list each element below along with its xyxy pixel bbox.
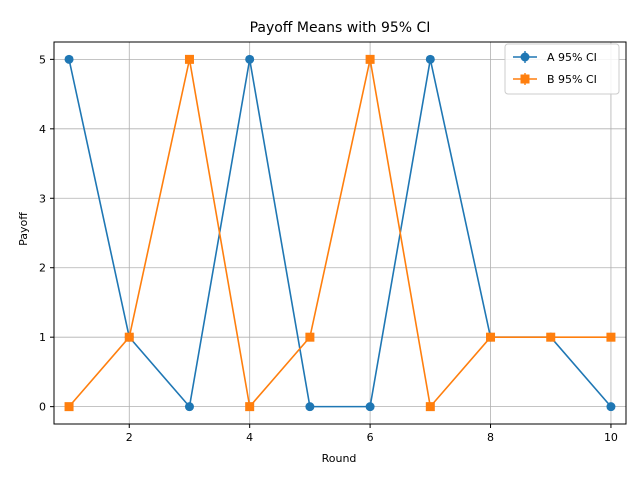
y-tick-label: 0 <box>39 401 46 414</box>
legend-label: B 95% CI <box>547 73 597 86</box>
legend: A 95% CI B 95% CI <box>504 43 620 95</box>
data-point <box>305 402 315 412</box>
data-point <box>606 402 616 412</box>
data-point <box>124 332 134 342</box>
y-tick-label: 3 <box>39 192 46 205</box>
x-tick-label: 6 <box>367 431 374 444</box>
x-tick-label: 2 <box>126 431 133 444</box>
grid <box>54 42 626 424</box>
x-tick-label: 4 <box>246 431 253 444</box>
series-1 <box>64 54 616 412</box>
legend-marker <box>520 74 530 84</box>
series-line <box>68 59 612 409</box>
legend-marker <box>520 52 530 62</box>
data-point <box>546 332 556 342</box>
y-tick-label: 5 <box>39 53 46 66</box>
y-tick-label: 4 <box>39 123 46 136</box>
data-point <box>305 332 315 342</box>
data-point <box>365 402 375 412</box>
data-point <box>184 54 194 64</box>
series-0 <box>64 54 616 412</box>
x-tick-label: 10 <box>604 431 618 444</box>
data-point <box>365 54 375 64</box>
data-point <box>64 402 74 412</box>
data-point <box>606 332 616 342</box>
chart-title: Payoff Means with 95% CI <box>250 20 431 36</box>
y-tick-label: 1 <box>39 331 46 344</box>
x-tick-label: 8 <box>487 431 494 444</box>
data-point <box>64 54 74 64</box>
axis-ticks: 2 4 6 8 10 0 1 2 3 4 5 <box>39 53 618 444</box>
series-line <box>68 59 611 409</box>
y-axis-label: Payoff <box>17 212 30 246</box>
data-point <box>184 402 194 412</box>
data-point <box>425 54 435 64</box>
plot-frame <box>53 41 627 425</box>
y-tick-label: 2 <box>39 262 46 275</box>
data-point <box>486 332 496 342</box>
data-point <box>245 402 255 412</box>
x-axis-label: Round <box>322 452 357 465</box>
data-point <box>425 402 435 412</box>
series-layer <box>64 54 616 412</box>
legend-label: A 95% CI <box>547 51 597 64</box>
data-point <box>245 54 255 64</box>
